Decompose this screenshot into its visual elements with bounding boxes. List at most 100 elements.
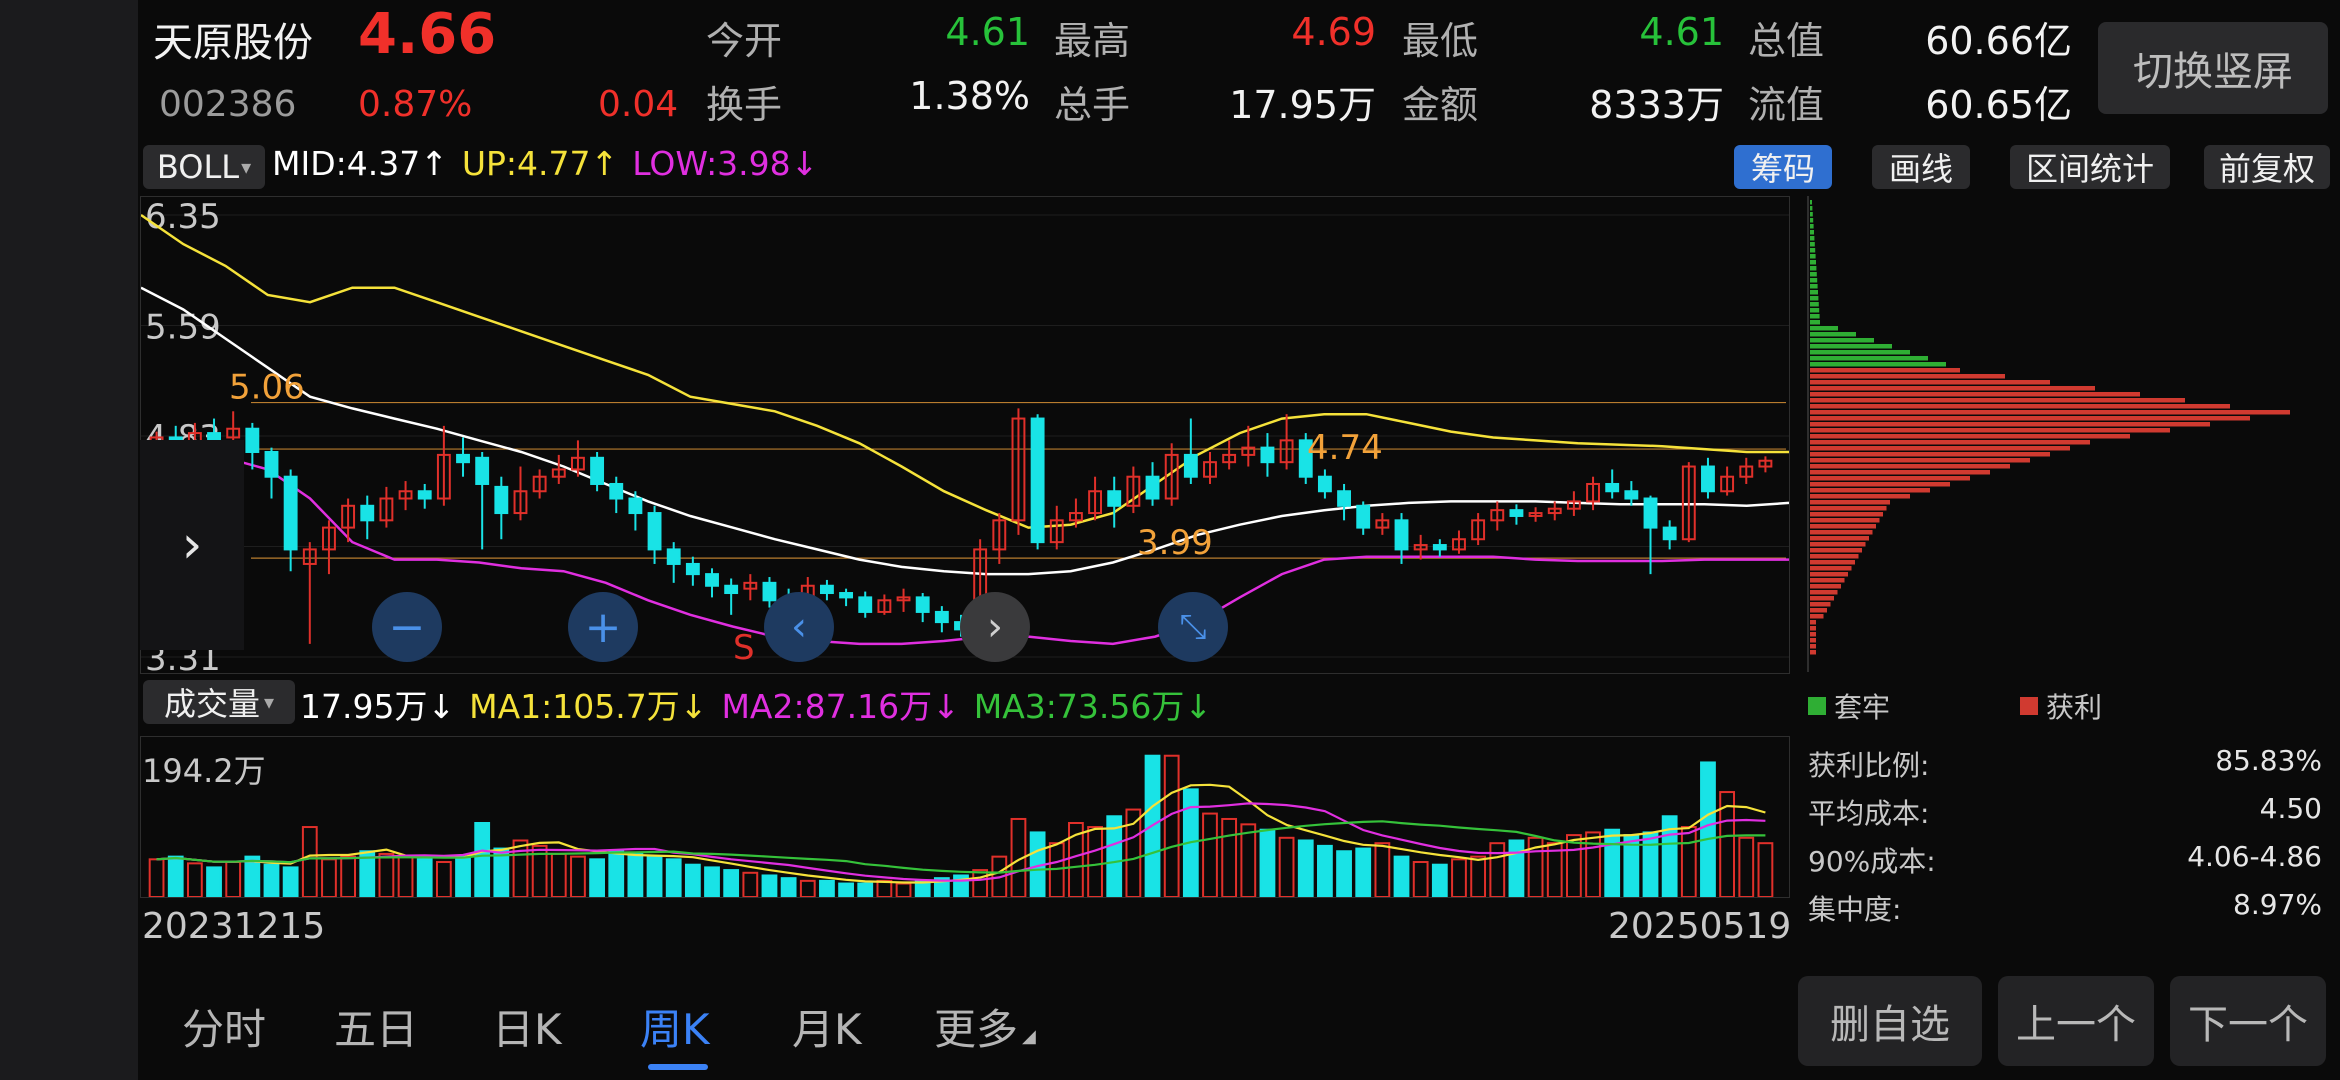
chip-bar	[1810, 464, 2010, 469]
candle-body	[341, 504, 356, 529]
expand-left-handle[interactable]: ›	[140, 440, 244, 650]
chip-bar	[1810, 500, 1890, 505]
chip-bar	[1810, 524, 1876, 529]
chip-bar	[1810, 626, 1816, 631]
volume-bar	[1757, 842, 1774, 897]
indicator-select[interactable]: BOLL ▾	[143, 145, 265, 189]
volume-bar	[1125, 808, 1142, 897]
candle-body	[379, 497, 394, 522]
chip-bar	[1810, 374, 2005, 379]
volume-bar	[1431, 863, 1448, 897]
candle-body	[1490, 509, 1505, 522]
scroll-left-button[interactable]: ‹	[764, 592, 834, 662]
scroll-right-button[interactable]: ›	[960, 592, 1030, 662]
zoom-in-button[interactable]: +	[568, 592, 638, 662]
chip-bar	[1810, 410, 2290, 415]
volume-bar	[1317, 844, 1333, 897]
remove-watchlist-button[interactable]: 删自选	[1798, 976, 1982, 1066]
tab-5[interactable]: 月K	[792, 1005, 862, 1054]
volume-bar	[206, 866, 222, 897]
stock-code: 002386	[159, 84, 297, 125]
stat-value: 4.69	[1291, 10, 1376, 54]
volume-bar	[301, 826, 318, 897]
switch-portrait-button[interactable]: 切换竖屏	[2098, 22, 2328, 114]
volume-bar	[1451, 858, 1467, 897]
volume-chart[interactable]	[140, 736, 1790, 898]
chip-bar	[1810, 404, 2230, 409]
candle-body	[264, 450, 279, 478]
volume-bar	[340, 855, 357, 897]
chip-bar	[1810, 392, 2140, 397]
volume-bar	[589, 858, 605, 897]
previous-stock-button[interactable]: 上一个	[1998, 976, 2154, 1066]
range-stats-button[interactable]: 区间统计	[2010, 145, 2170, 189]
volume-bar	[550, 852, 567, 897]
chip-bar	[1810, 224, 1814, 229]
trapped-swatch	[1808, 697, 1826, 715]
volume-bar	[1585, 831, 1601, 897]
volume-bar	[416, 858, 433, 897]
candle-body	[1203, 461, 1217, 478]
draw-line-button[interactable]: 画线	[1872, 145, 1970, 189]
volume-bar	[895, 882, 912, 897]
volume-bar	[1221, 817, 1238, 897]
volume-dropdown-icon: ▾	[263, 690, 275, 714]
chip-legend-trapped: 套牢	[1808, 686, 1890, 726]
candle-body	[647, 512, 662, 551]
chip-bar	[1810, 254, 1816, 259]
chip-bar	[1810, 650, 1816, 655]
volume-bar	[1527, 836, 1544, 897]
volume-name: 成交量	[163, 685, 260, 723]
volume-bar	[474, 822, 491, 897]
volume-bar	[1604, 828, 1621, 897]
volume-bar	[1259, 828, 1276, 897]
chip-bar	[1810, 386, 2095, 391]
volume-bar	[263, 863, 280, 897]
candle-body	[1241, 446, 1256, 456]
volume-bar	[1393, 855, 1410, 897]
candle-body	[609, 482, 624, 500]
chips-button[interactable]: 筹码	[1734, 145, 1832, 189]
stat-label: 总手	[1054, 83, 1131, 127]
tab-1[interactable]: 分时	[182, 1005, 267, 1054]
reset-zoom-button[interactable]: ⤡	[1158, 592, 1228, 662]
volume-indicator-select[interactable]: 成交量 ▾	[143, 680, 295, 724]
chip-bar	[1810, 326, 1838, 331]
candle-body	[1164, 453, 1179, 500]
chip-bar	[1810, 206, 1813, 211]
sell-signal-label: S	[733, 628, 755, 668]
tab-6[interactable]: 更多	[934, 1005, 1019, 1054]
candle-body	[571, 456, 585, 471]
volume-bar	[665, 858, 682, 897]
tab-2[interactable]: 五日	[334, 1005, 419, 1054]
next-stock-button[interactable]: 下一个	[2170, 976, 2326, 1066]
chip-bar	[1810, 284, 1818, 289]
candle-body	[1279, 439, 1294, 464]
volume-bar	[819, 879, 835, 897]
tab-4[interactable]: 周K	[640, 1005, 710, 1054]
volume-bar	[1642, 831, 1659, 897]
price-candlestick-chart[interactable]: 6.355.594.834.073.31 5.064.743.99S	[140, 196, 1790, 674]
candle-body	[1471, 519, 1486, 541]
chip-bar	[1810, 350, 1910, 355]
adjust-button[interactable]: 前复权	[2204, 145, 2330, 189]
chip-bar	[1810, 452, 2050, 457]
volume-current: 17.95万	[300, 687, 428, 726]
chip-bar	[1810, 290, 1818, 295]
tab-3[interactable]: 日K	[492, 1005, 562, 1054]
volume-bar	[1106, 815, 1123, 897]
stat-label: 今开	[706, 19, 783, 63]
chip-bar	[1810, 446, 2070, 451]
chip-bar	[1810, 548, 1862, 553]
candle-body	[1509, 509, 1524, 517]
active-tab-underline	[648, 1064, 708, 1070]
zoom-out-button[interactable]: −	[372, 592, 442, 662]
candle-body	[685, 562, 700, 576]
volume-bar	[1412, 861, 1429, 897]
boll-up-arrow: ↑	[590, 144, 619, 183]
candle-body	[915, 596, 930, 613]
chip-bar	[1810, 218, 1814, 223]
candle-body	[896, 596, 911, 602]
candle-body	[1356, 504, 1371, 529]
chip-bar	[1810, 320, 1820, 325]
